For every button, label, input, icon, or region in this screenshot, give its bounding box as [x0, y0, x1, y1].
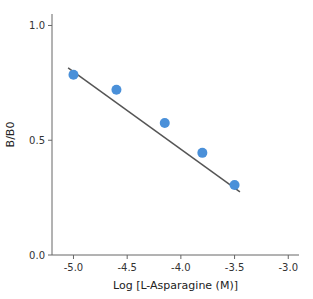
x-tick-label: -4.0 [171, 262, 191, 273]
x-tick-label: -5.0 [64, 262, 84, 273]
data-point [230, 180, 240, 190]
x-tick [288, 255, 289, 259]
y-tick-label: 1.0 [29, 20, 45, 31]
x-tick-label: -3.0 [279, 262, 299, 273]
y-tick-label: 0.0 [29, 250, 45, 261]
data-point [111, 85, 121, 95]
data-point [68, 70, 78, 80]
y-tick [48, 255, 52, 256]
y-tick-label: 0.5 [29, 135, 45, 146]
y-axis-label: B/B0 [4, 122, 17, 148]
y-tick [48, 25, 52, 26]
x-tick [73, 255, 74, 259]
data-point [197, 148, 207, 158]
x-axis-label: Log [L-Asparagine (M)] [113, 279, 238, 292]
chart-container: -5.0 -4.5 -4.0 -3.5 -3.0 0.0 0.5 1.0 Log [L-Aspa… [0, 0, 313, 299]
x-tick [234, 255, 235, 259]
plot-area [68, 68, 240, 192]
x-tick-label: -4.5 [117, 262, 137, 273]
x-tick-label: -3.5 [225, 262, 245, 273]
y-axis-line [52, 14, 53, 255]
regression-line [68, 68, 240, 192]
y-tick [48, 140, 52, 141]
x-tick [127, 255, 128, 259]
x-axis-line [52, 255, 299, 256]
chart: -5.0 -4.5 -4.0 -3.5 -3.0 0.0 0.5 1.0 Log [L-Aspa… [0, 0, 313, 299]
x-tick [180, 255, 181, 259]
data-point [160, 118, 170, 128]
